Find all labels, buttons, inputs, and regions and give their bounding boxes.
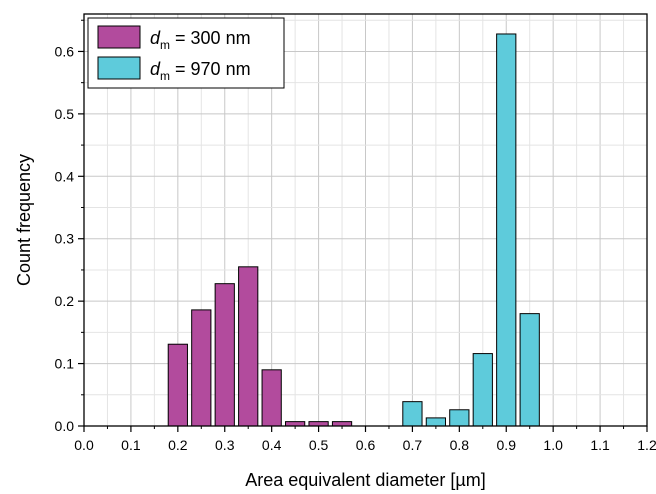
bar-series-1 — [308, 421, 329, 427]
bar-series-1 — [167, 343, 188, 427]
bar-series-1 — [214, 283, 235, 427]
x-tick-labels: 0.0 0.1 0.2 0.3 0.4 0.5 0.6 0.7 0.8 0.9 1.0 1.1 1.2 — [74, 437, 656, 453]
bar-series-2 — [425, 417, 446, 427]
y-tick-label: 0.5 — [55, 106, 75, 122]
x-tick-label: 1.0 — [543, 437, 563, 453]
legend-swatch-1 — [97, 25, 141, 49]
legend-label-1: dm = 300 nm — [150, 28, 251, 52]
y-tick-label: 0.2 — [55, 293, 75, 309]
legend-swatch-2 — [97, 56, 141, 80]
x-tick-label: 0.5 — [309, 437, 329, 453]
bar-series-2 — [402, 401, 423, 427]
x-tick-label: 0.2 — [168, 437, 188, 453]
y-tick-label: 0.3 — [55, 231, 75, 247]
x-tick-label: 0.3 — [215, 437, 235, 453]
bar-series-1 — [238, 266, 259, 427]
y-tick-label: 0.1 — [55, 356, 75, 372]
y-tick-label: 0.6 — [55, 43, 75, 59]
legend: dm = 300 nm dm = 970 nm — [87, 17, 285, 89]
legend-label-2: dm = 970 nm — [150, 59, 251, 83]
y-tick-label: 0.0 — [55, 418, 75, 434]
y-axis-title: Count frequency — [14, 154, 34, 286]
x-tick-label: 0.8 — [450, 437, 470, 453]
axis-ticks — [78, 19, 648, 432]
x-tick-label: 1.1 — [590, 437, 610, 453]
x-tick-label: 0.0 — [74, 437, 94, 453]
bar-series-2 — [449, 409, 470, 427]
bar-series-2 — [472, 353, 493, 427]
x-axis-title: Area equivalent diameter [µm] — [245, 470, 486, 490]
bar-series-1 — [191, 309, 212, 427]
x-tick-label: 0.6 — [356, 437, 376, 453]
bar-series-1 — [331, 421, 353, 427]
x-tick-label: 1.2 — [637, 437, 656, 453]
y-tick-label: 0.4 — [55, 168, 75, 184]
x-tick-label: 0.7 — [403, 437, 423, 453]
bar-series-2 — [496, 33, 517, 427]
bars — [167, 33, 540, 427]
y-tick-labels: 0.0 0.1 0.2 0.3 0.4 0.5 0.6 — [55, 43, 75, 434]
x-tick-label: 0.9 — [497, 437, 517, 453]
x-tick-label: 0.4 — [262, 437, 282, 453]
bar-series-2 — [519, 313, 540, 427]
bar-series-1 — [261, 369, 282, 427]
bar-series-1 — [285, 421, 306, 427]
x-tick-label: 0.1 — [121, 437, 141, 453]
